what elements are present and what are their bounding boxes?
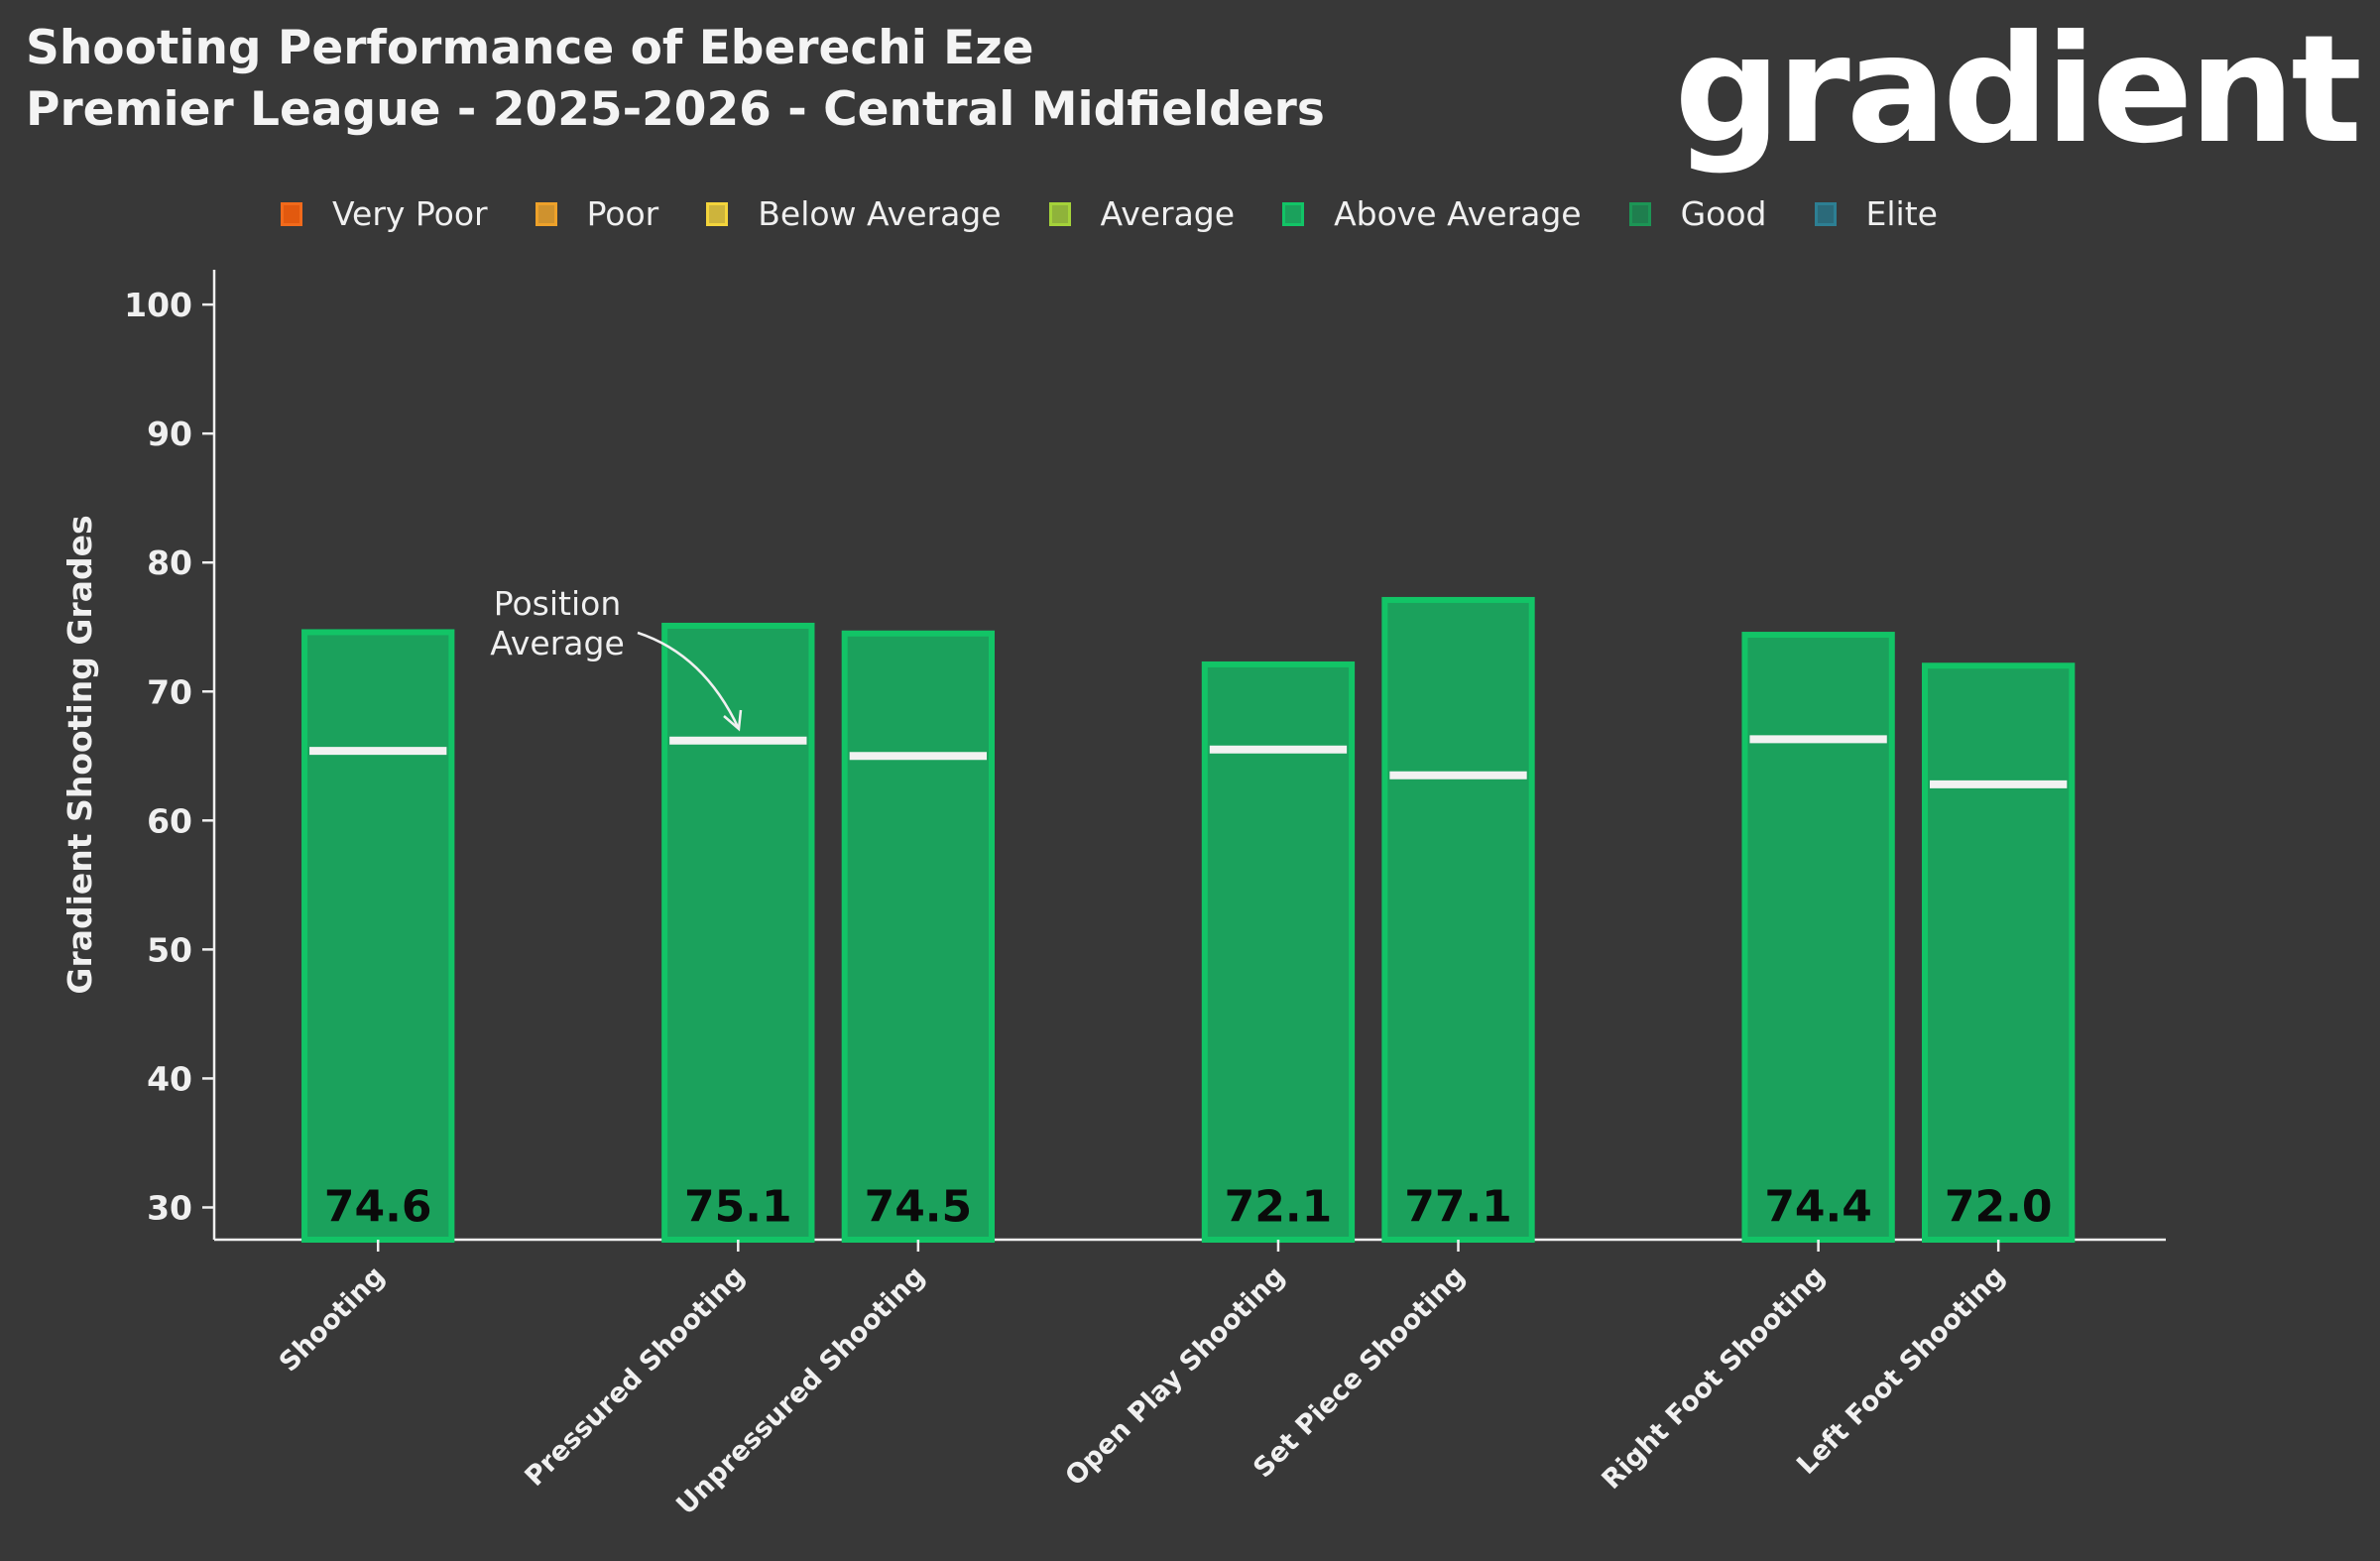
legend: Very Poor Poor Below Average Average Above A… — [281, 194, 1985, 233]
bar-value-label: 77.1 — [1404, 1181, 1512, 1232]
legend-item: Very Poor — [281, 194, 488, 233]
bar — [1201, 660, 1356, 1243]
legend-swatch — [1282, 201, 1305, 226]
annotation-label: Position — [494, 584, 622, 623]
bar — [841, 630, 996, 1243]
x-tick-label: Set Piece Shooting — [1248, 1261, 1471, 1484]
bar — [1922, 662, 2076, 1243]
legend-swatch — [1048, 201, 1071, 226]
x-tick-label: Left Foot Shooting — [1791, 1261, 2011, 1481]
legend-label: Above Average — [1334, 194, 1582, 233]
bar — [661, 622, 815, 1243]
legend-item: Good — [1628, 194, 1767, 233]
title-line-2: Premier League - 2025-2026 - Central Mid… — [26, 82, 1325, 137]
bar-value-label: 74.5 — [865, 1181, 973, 1232]
y-tick-label: 30 — [147, 1188, 192, 1227]
y-tick-label: 90 — [147, 415, 192, 453]
bar-value-label: 74.4 — [1764, 1181, 1872, 1232]
legend-swatch — [281, 201, 302, 226]
y-tick-label: 80 — [147, 543, 192, 582]
bar — [1381, 596, 1535, 1243]
gradient-logo: gradient — [1674, 4, 2362, 177]
legend-label: Very Poor — [332, 194, 488, 233]
bar — [1741, 632, 1895, 1243]
arrow-head-icon — [723, 709, 743, 732]
legend-item: Poor — [535, 194, 659, 233]
chart-title: Shooting Performance of Eberechi Eze Pre… — [26, 18, 1325, 141]
legend-label: Average — [1100, 194, 1236, 233]
y-tick-label: 50 — [147, 930, 192, 969]
legend-label: Elite — [1865, 194, 1938, 233]
annotation-arrow — [637, 631, 741, 730]
legend-swatch — [1814, 201, 1837, 226]
legend-label: Good — [1680, 194, 1767, 233]
y-axis-label: Gradient Shooting Grades — [60, 515, 99, 994]
legend-swatch — [535, 201, 557, 226]
y-tick-label: 40 — [147, 1059, 192, 1098]
legend-swatch — [706, 201, 729, 226]
y-tick-label: 60 — [147, 801, 192, 840]
legend-item: Above Average — [1282, 194, 1582, 233]
title-line-1: Shooting Performance of Eberechi Eze — [26, 21, 1034, 75]
legend-label: Poor — [586, 194, 659, 233]
bar-value-label: 74.6 — [324, 1181, 432, 1232]
y-tick-label: 100 — [124, 286, 192, 324]
y-tick-label: 70 — [147, 672, 192, 711]
legend-item: Below Average — [706, 194, 1002, 233]
bar-value-label: 75.1 — [684, 1181, 792, 1232]
legend-item: Elite — [1814, 194, 1938, 233]
bar — [301, 629, 455, 1243]
annotation-label: Average — [490, 624, 625, 662]
bar-value-label: 72.1 — [1225, 1181, 1333, 1232]
x-tick-label: Shooting — [274, 1261, 391, 1378]
legend-item: Average — [1048, 194, 1236, 233]
legend-swatch — [1628, 201, 1651, 226]
legend-label: Below Average — [758, 194, 1002, 233]
bar-value-label: 72.0 — [1945, 1181, 2053, 1232]
